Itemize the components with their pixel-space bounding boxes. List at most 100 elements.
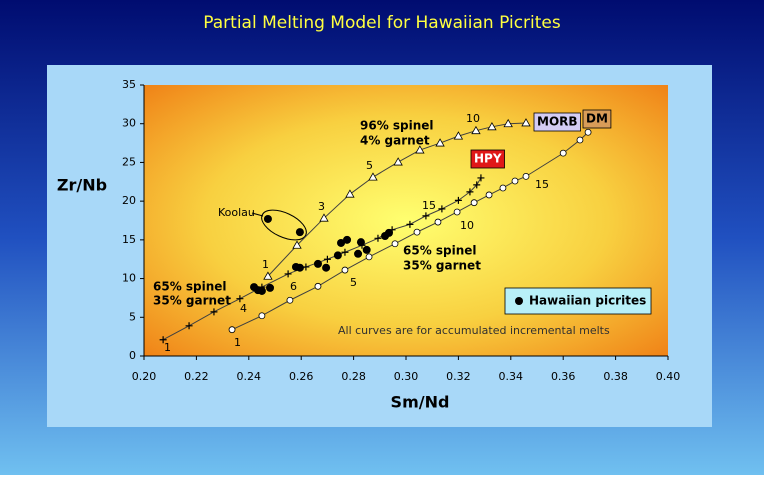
data-point bbox=[257, 286, 266, 295]
plus-marker bbox=[236, 295, 244, 303]
circle-marker bbox=[286, 296, 294, 304]
triangle-marker bbox=[487, 122, 497, 131]
label-box bbox=[533, 112, 581, 132]
plus-marker bbox=[284, 270, 292, 278]
annotation: 4 bbox=[240, 302, 247, 315]
x-axis-title: Sm/Nd bbox=[391, 393, 450, 412]
triangle-marker bbox=[503, 118, 513, 128]
curve-label: 35% garnet bbox=[403, 259, 481, 273]
circle-marker bbox=[470, 199, 478, 207]
label-box bbox=[582, 109, 612, 129]
data-point bbox=[295, 228, 304, 237]
circle-marker bbox=[391, 240, 399, 248]
plus-marker bbox=[210, 308, 218, 316]
curve-label: 96% spinel bbox=[360, 119, 434, 133]
annotation: 3 bbox=[318, 200, 325, 213]
koolau-leader bbox=[251, 212, 264, 217]
model-curve bbox=[231, 131, 589, 331]
circle-marker bbox=[434, 218, 442, 226]
plus-marker bbox=[341, 248, 349, 256]
y-tick-label: 10 bbox=[122, 272, 136, 285]
curve-label: 65% spinel bbox=[403, 244, 477, 258]
annotation: 1 bbox=[164, 341, 171, 354]
data-point bbox=[362, 245, 371, 254]
plus-marker bbox=[477, 174, 485, 182]
circle-marker bbox=[453, 208, 461, 216]
y-tick-label: 35 bbox=[122, 78, 136, 91]
circle-marker bbox=[341, 266, 349, 274]
annotation: 10 bbox=[460, 219, 474, 232]
note: All curves are for accumulated increment… bbox=[338, 324, 610, 337]
triangle-marker bbox=[368, 172, 378, 181]
x-tick-label: 0.34 bbox=[499, 370, 524, 383]
label-box-text: DM bbox=[586, 112, 608, 126]
curve-label: 35% garnet bbox=[153, 294, 231, 308]
y-tick-label: 15 bbox=[122, 233, 136, 246]
x-tick-label: 0.24 bbox=[237, 370, 262, 383]
data-point bbox=[266, 283, 275, 292]
koolau-outline bbox=[261, 209, 307, 241]
triangle-marker bbox=[393, 157, 403, 166]
plus-marker bbox=[438, 205, 446, 213]
x-tick-label: 0.38 bbox=[603, 370, 628, 383]
y-tick-label: 30 bbox=[122, 117, 136, 130]
plus-marker bbox=[422, 212, 430, 220]
data-point bbox=[333, 251, 342, 260]
triangle-marker bbox=[521, 118, 531, 127]
curve-label: 4% garnet bbox=[360, 134, 430, 148]
data-point bbox=[384, 228, 393, 237]
circle-marker bbox=[228, 326, 236, 334]
x-tick-label: 0.32 bbox=[446, 370, 471, 383]
data-point bbox=[354, 249, 363, 258]
y-tick-label: 0 bbox=[129, 349, 136, 362]
data-point bbox=[343, 235, 352, 244]
data-point bbox=[356, 238, 365, 247]
plot-layer: 0.20 0.22 0.24 0.26 0.28 0.30 0.32 0.34 0.36 0.38… bbox=[122, 78, 680, 383]
data-point bbox=[295, 263, 304, 272]
legend-box bbox=[504, 287, 652, 315]
legend-label: Hawaiian picrites bbox=[529, 294, 646, 308]
circle-marker bbox=[314, 282, 322, 290]
annotation: 15 bbox=[535, 178, 549, 191]
annotation: 6 bbox=[290, 280, 297, 293]
circle-marker bbox=[499, 184, 507, 192]
label-box-text: MORB bbox=[537, 115, 578, 129]
chart-title: Partial Melting Model for Hawaiian Picri… bbox=[203, 13, 561, 33]
plus-marker bbox=[473, 181, 481, 189]
circle-marker bbox=[511, 177, 519, 185]
plus-marker bbox=[466, 188, 474, 196]
circle-marker bbox=[584, 128, 592, 136]
label-box-text: HPY bbox=[474, 152, 502, 166]
circle-marker bbox=[522, 172, 530, 180]
plus-marker bbox=[159, 336, 167, 344]
plus-marker bbox=[185, 322, 193, 330]
triangle-marker bbox=[435, 138, 445, 147]
y-axis-title: Zr/Nb bbox=[57, 176, 107, 195]
annotation: 10 bbox=[466, 112, 480, 125]
annotation: Koolau bbox=[218, 206, 255, 219]
plus-marker bbox=[454, 196, 462, 204]
data-point bbox=[313, 259, 322, 268]
data-point bbox=[322, 263, 331, 272]
circle-marker bbox=[576, 136, 584, 144]
annotation: 5 bbox=[350, 276, 357, 289]
legend-marker bbox=[515, 297, 523, 305]
circle-marker bbox=[559, 149, 567, 157]
x-tick-label: 0.22 bbox=[184, 370, 209, 383]
triangle-marker bbox=[263, 271, 273, 280]
triangle-marker bbox=[319, 213, 329, 222]
x-tick-label: 0.20 bbox=[132, 370, 157, 383]
circle-marker bbox=[485, 191, 493, 199]
data-point bbox=[337, 238, 346, 247]
annotation: 15 bbox=[422, 199, 436, 212]
x-tick-label: 0.40 bbox=[656, 370, 681, 383]
triangle-marker bbox=[345, 189, 355, 198]
triangle-marker bbox=[471, 125, 481, 135]
annotation: 1 bbox=[234, 336, 241, 349]
annotation: 1 bbox=[262, 258, 269, 271]
plus-marker bbox=[323, 255, 331, 263]
y-tick-label: 25 bbox=[122, 155, 136, 168]
curve-label: 65% spinel bbox=[153, 280, 227, 294]
y-tick-label: 20 bbox=[122, 194, 136, 207]
